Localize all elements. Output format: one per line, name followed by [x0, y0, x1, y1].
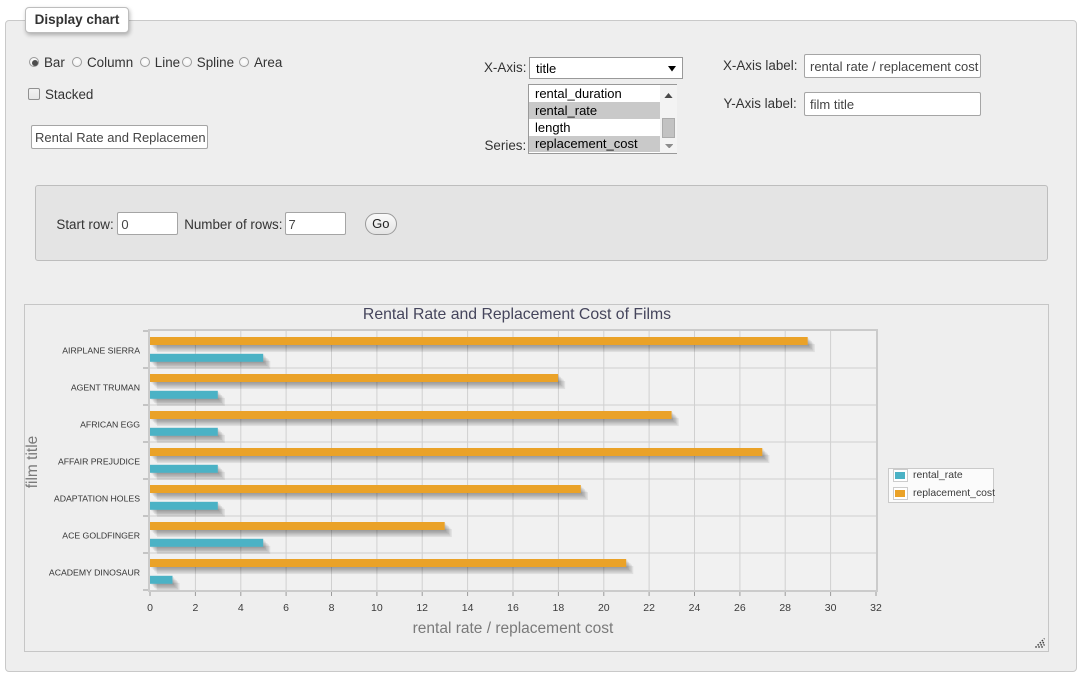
svg-text:2: 2	[192, 602, 198, 614]
svg-text:4: 4	[238, 602, 244, 614]
svg-text:10: 10	[371, 602, 383, 614]
svg-text:30: 30	[825, 602, 837, 614]
svg-text:22: 22	[643, 602, 655, 614]
svg-text:20: 20	[598, 602, 610, 614]
svg-text:32: 32	[870, 602, 882, 614]
svg-text:24: 24	[689, 602, 701, 614]
svg-text:26: 26	[734, 602, 746, 614]
svg-text:AFFAIR PREJUDICE: AFFAIR PREJUDICE	[58, 457, 140, 467]
svg-text:8: 8	[329, 602, 335, 614]
svg-text:0: 0	[147, 602, 153, 614]
svg-text:AIRPLANE SIERRA: AIRPLANE SIERRA	[62, 346, 140, 356]
svg-text:18: 18	[553, 602, 565, 614]
svg-text:AGENT TRUMAN: AGENT TRUMAN	[71, 383, 140, 393]
svg-text:16: 16	[507, 602, 519, 614]
svg-text:28: 28	[779, 602, 791, 614]
svg-text:12: 12	[416, 602, 428, 614]
svg-text:ADAPTATION HOLES: ADAPTATION HOLES	[54, 494, 140, 504]
svg-text:AFRICAN EGG: AFRICAN EGG	[80, 420, 140, 430]
svg-text:14: 14	[462, 602, 474, 614]
svg-text:ACADEMY DINOSAUR: ACADEMY DINOSAUR	[49, 568, 140, 578]
svg-text:ACE GOLDFINGER: ACE GOLDFINGER	[62, 531, 140, 541]
svg-text:6: 6	[283, 602, 289, 614]
